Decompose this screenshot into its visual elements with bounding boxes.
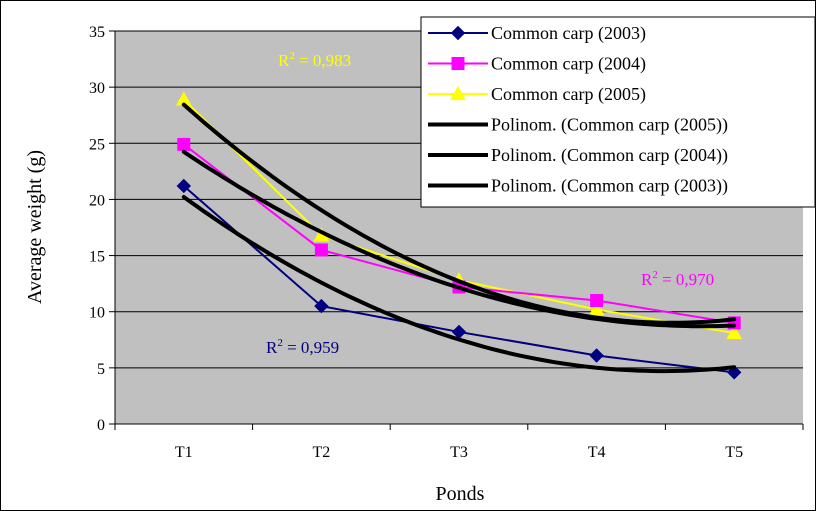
y-tick-label: 35 (89, 24, 105, 41)
legend-entry: Common carp (2005) (428, 84, 646, 105)
y-tick-label: 5 (97, 361, 105, 378)
x-axis-label: Ponds (436, 483, 485, 505)
legend-swatch-marker (450, 25, 466, 41)
y-tick-label: 20 (89, 192, 105, 209)
legend-label: Common carp (2003) (491, 23, 646, 44)
legend-swatch-marker (450, 85, 466, 101)
r2-value: = 0,970 (658, 270, 714, 289)
data-point (314, 298, 329, 314)
y-tick-label: 0 (97, 417, 105, 434)
legend-box (420, 16, 816, 208)
r2-prefix: R (266, 338, 278, 357)
x-tick-label: T2 (313, 444, 331, 461)
series-1 (176, 178, 742, 380)
legend-label: Polinom. (Common carp (2005)) (491, 115, 728, 136)
y-tick-label: 10 (89, 305, 105, 322)
r2-prefix: R (278, 51, 290, 70)
data-point (589, 348, 604, 363)
x-axis-ticks: T1 T2 T3 T4 T5 (114, 424, 804, 461)
legend-swatch-marker (451, 57, 465, 70)
y-tick-label: 30 (89, 80, 105, 97)
r2-superscript: 2 (277, 337, 283, 349)
r2-annotation: R2 = 0,970 (641, 269, 714, 289)
y-axis-ticks: 0 5 10 15 20 25 30 35 (89, 24, 115, 434)
data-point (590, 293, 604, 307)
legend-entry: Common carp (2003) (428, 23, 646, 44)
y-axis-label: Average weight (g) (24, 150, 46, 304)
data-point (176, 178, 192, 194)
y-tick-label: 15 (89, 249, 105, 266)
x-tick-label: T1 (175, 444, 193, 461)
r2-value: = 0,959 (283, 338, 339, 357)
x-tick-label: T3 (450, 444, 468, 461)
data-point (314, 243, 328, 257)
data-point (726, 325, 743, 340)
legend-label: Common carp (2004) (491, 54, 646, 75)
y-tick-label: 25 (89, 136, 105, 153)
trendlines-group (181, 102, 737, 374)
legend-entry: Polinom. (Common carp (2003)) (428, 176, 728, 197)
data-point (177, 137, 191, 151)
legend-label: Polinom. (Common carp (2004)) (491, 145, 728, 166)
r2-superscript: 2 (652, 269, 658, 281)
legend-label: Polinom. (Common carp (2003)) (491, 176, 728, 197)
legend: Common carp (2003) Common carp (2004) Comm… (420, 16, 816, 208)
legend-entry: Polinom. (Common carp (2004)) (428, 145, 728, 166)
x-tick-label: T4 (588, 444, 606, 461)
data-point (588, 301, 605, 316)
r2-prefix: R (641, 270, 653, 289)
legend-entry: Polinom. (Common carp (2005)) (428, 115, 728, 136)
r2-superscript: 2 (289, 50, 295, 62)
trendline-2 (181, 149, 737, 329)
trendline-3 (181, 195, 737, 374)
r2-annotation: R2 = 0,959 (266, 337, 339, 357)
r2-value: = 0,983 (295, 51, 351, 70)
r2-annotation: R2 = 0,983 (278, 50, 351, 70)
legend-label: Common carp (2005) (491, 84, 646, 105)
x-tick-label: T5 (725, 444, 743, 461)
legend-entry: Common carp (2004) (428, 54, 646, 75)
axes (114, 31, 803, 425)
